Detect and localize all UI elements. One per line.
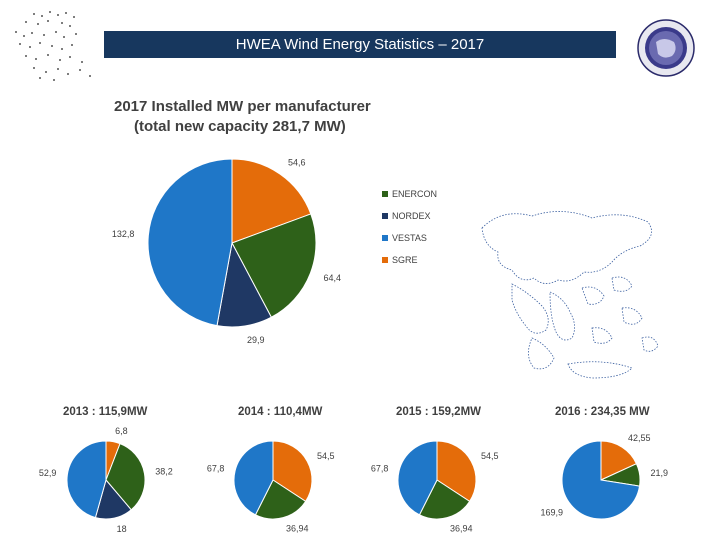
legend-item-nordex: NORDEX (382, 205, 437, 227)
header-title: HWEA Wind Energy Statistics – 2017 (104, 31, 616, 58)
pie-label-2013-vestas: 52,9 (39, 468, 57, 478)
pie-label-main-nordex: 29,9 (247, 335, 265, 345)
pie-label-2015-sgre: 54,5 (481, 451, 499, 461)
main-chart-title-line1: 2017 Installed MW per manufacturer (114, 98, 371, 115)
pie-label-2013-sgre: 6,8 (115, 426, 128, 436)
greece-map (481, 211, 659, 379)
pie-label-2014-vestas: 67,8 (207, 463, 225, 473)
legend: ENERCON NORDEX VESTAS SGRE (382, 183, 437, 271)
small-title-2015: 2015 : 159,2MW (396, 406, 482, 418)
small-title-2014: 2014 : 110,4MW (238, 406, 323, 418)
pie-slice-2016-sgre (600, 440, 638, 481)
pie-slice-main-enercon (231, 213, 317, 318)
legend-swatch (382, 191, 388, 197)
hwea-emblem-logo (637, 19, 695, 77)
pie-slice-2013-vestas (66, 440, 107, 519)
legend-item-vestas: VESTAS (382, 227, 437, 249)
pie-slice-2014-vestas (233, 440, 274, 516)
legend-swatch (382, 235, 388, 241)
pie-label-2016-sgre: 42,55 (628, 433, 651, 443)
pie-slice-2014-enercon (254, 479, 307, 520)
legend-label: VESTAS (392, 233, 427, 243)
pie-label-main-sgre: 54,6 (288, 158, 306, 168)
dotted-map-logo (15, 11, 91, 81)
pie-label-main-enercon: 64,4 (324, 273, 342, 283)
pie-label-2015-vestas: 67,8 (371, 463, 389, 473)
pie-label-2013-nordex: 18 (117, 524, 127, 534)
pie-slice-main-sgre (231, 158, 312, 244)
pie-label-2014-sgre: 54,5 (317, 451, 335, 461)
pie-slice-2015-vestas (397, 440, 438, 516)
small-title-2013: 2013 : 115,9MW (63, 406, 148, 418)
legend-label: ENERCON (392, 189, 438, 199)
pie-label-2016-enercon: 21,9 (651, 468, 669, 478)
legend-item-enercon: ENERCON (382, 183, 437, 205)
main-chart-title-line2: (total new capacity 281,7 MW) (134, 118, 346, 135)
legend-swatch (382, 257, 388, 263)
pie-slice-main-vestas (147, 158, 233, 327)
pie-label-2013-enercon: 38,2 (155, 467, 173, 477)
pie-label-2016-vestas: 169,9 (540, 507, 563, 517)
legend-item-sgre: SGRE (382, 249, 437, 271)
pie-slice-2013-enercon (105, 442, 146, 511)
main-chart-title: 2017 Installed MW per manufacturer (tota… (114, 97, 371, 137)
legend-label: NORDEX (392, 211, 431, 221)
pie-label-main-vestas: 132,8 (112, 229, 135, 239)
pie-slice-2015-enercon (418, 479, 471, 520)
pie-slice-2016-vestas (561, 440, 641, 520)
pie-label-2014-enercon: 36,94 (286, 523, 309, 533)
small-title-2016: 2016 : 234,35 MW (555, 406, 650, 418)
legend-label: SGRE (392, 255, 418, 265)
pie-label-2015-enercon: 36,94 (450, 523, 473, 533)
legend-swatch (382, 213, 388, 219)
